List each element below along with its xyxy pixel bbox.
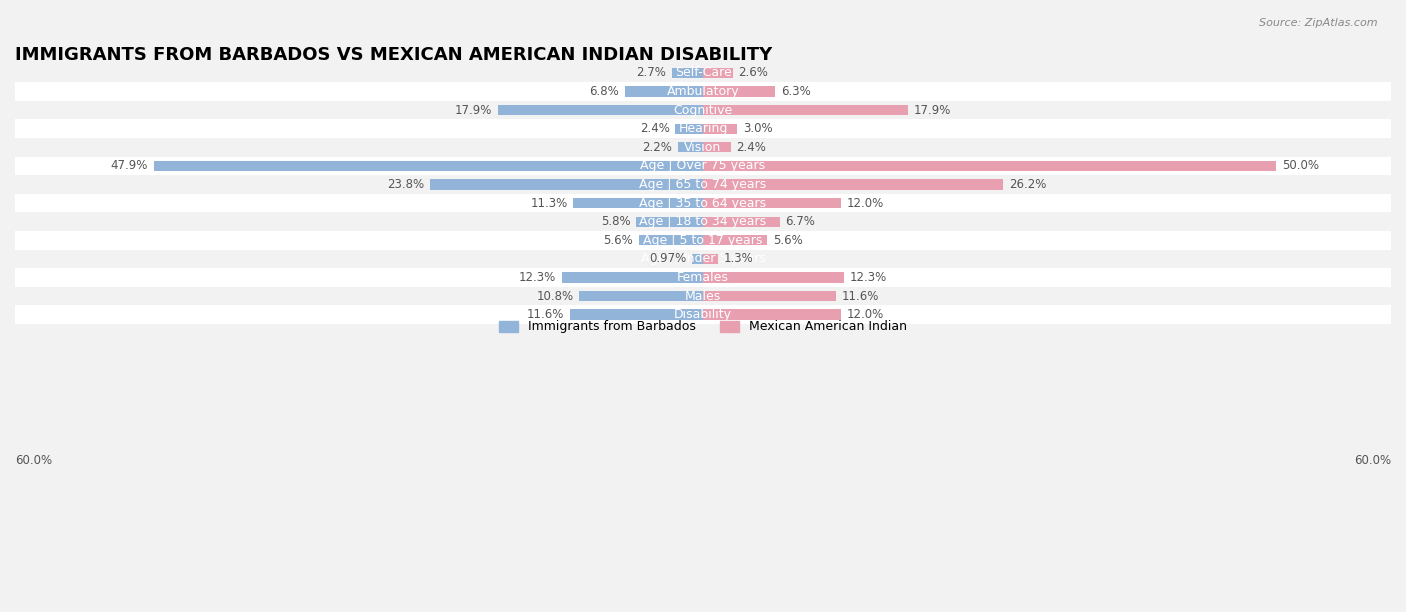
Bar: [703, 124, 737, 134]
Bar: [15, 250, 1391, 268]
Bar: [574, 198, 703, 208]
Text: 2.2%: 2.2%: [643, 141, 672, 154]
Bar: [703, 310, 841, 319]
Bar: [15, 64, 1391, 82]
Text: Age | 5 to 17 years: Age | 5 to 17 years: [644, 234, 762, 247]
Bar: [430, 179, 703, 190]
Bar: [579, 291, 703, 301]
Text: 12.3%: 12.3%: [849, 271, 887, 284]
Bar: [703, 272, 844, 283]
Text: Disability: Disability: [673, 308, 733, 321]
Text: 26.2%: 26.2%: [1010, 178, 1046, 191]
Bar: [638, 235, 703, 245]
Text: 50.0%: 50.0%: [1282, 159, 1319, 173]
Text: 12.3%: 12.3%: [519, 271, 557, 284]
Text: 17.9%: 17.9%: [454, 103, 492, 116]
Bar: [703, 142, 731, 152]
Text: 10.8%: 10.8%: [536, 289, 574, 302]
Text: 23.8%: 23.8%: [387, 178, 425, 191]
Text: Age | 18 to 34 years: Age | 18 to 34 years: [640, 215, 766, 228]
Bar: [703, 105, 908, 115]
Text: 11.6%: 11.6%: [842, 289, 879, 302]
Bar: [15, 286, 1391, 305]
Text: 11.3%: 11.3%: [530, 196, 568, 209]
Text: 0.97%: 0.97%: [650, 252, 686, 266]
Bar: [15, 175, 1391, 194]
Bar: [569, 310, 703, 319]
Text: 2.4%: 2.4%: [640, 122, 669, 135]
Text: 2.6%: 2.6%: [738, 66, 769, 80]
Bar: [703, 86, 775, 97]
Bar: [703, 235, 768, 245]
Bar: [15, 212, 1391, 231]
Bar: [15, 231, 1391, 250]
Bar: [703, 254, 718, 264]
Bar: [672, 68, 703, 78]
Text: 60.0%: 60.0%: [15, 454, 52, 467]
Bar: [153, 161, 703, 171]
Text: 1.3%: 1.3%: [724, 252, 754, 266]
Bar: [562, 272, 703, 283]
Text: 12.0%: 12.0%: [846, 196, 883, 209]
Text: 2.7%: 2.7%: [637, 66, 666, 80]
Bar: [15, 268, 1391, 286]
Text: Age | Under 5 years: Age | Under 5 years: [641, 252, 765, 266]
Text: 3.0%: 3.0%: [744, 122, 773, 135]
Bar: [703, 161, 1277, 171]
Bar: [703, 291, 837, 301]
Bar: [703, 68, 733, 78]
Bar: [498, 105, 703, 115]
Text: Hearing: Hearing: [678, 122, 728, 135]
Text: 5.6%: 5.6%: [603, 234, 633, 247]
Bar: [15, 82, 1391, 101]
Text: Age | 65 to 74 years: Age | 65 to 74 years: [640, 178, 766, 191]
Text: 11.6%: 11.6%: [527, 308, 564, 321]
Bar: [15, 305, 1391, 324]
Text: Males: Males: [685, 289, 721, 302]
Text: Females: Females: [678, 271, 728, 284]
Text: 6.8%: 6.8%: [589, 85, 619, 98]
Bar: [703, 198, 841, 208]
Bar: [637, 217, 703, 227]
Text: 17.9%: 17.9%: [914, 103, 952, 116]
Text: Source: ZipAtlas.com: Source: ZipAtlas.com: [1260, 18, 1378, 28]
Legend: Immigrants from Barbados, Mexican American Indian: Immigrants from Barbados, Mexican Americ…: [494, 315, 912, 338]
Bar: [692, 254, 703, 264]
Text: Age | Over 75 years: Age | Over 75 years: [641, 159, 765, 173]
Bar: [15, 119, 1391, 138]
Text: Self-Care: Self-Care: [675, 66, 731, 80]
Text: 5.8%: 5.8%: [602, 215, 631, 228]
Bar: [15, 157, 1391, 175]
Text: 2.4%: 2.4%: [737, 141, 766, 154]
Bar: [703, 217, 780, 227]
Text: 47.9%: 47.9%: [111, 159, 148, 173]
Bar: [703, 179, 1004, 190]
Bar: [15, 101, 1391, 119]
Text: Cognitive: Cognitive: [673, 103, 733, 116]
Text: 6.3%: 6.3%: [780, 85, 811, 98]
Bar: [626, 86, 703, 97]
Bar: [675, 124, 703, 134]
Text: Age | 35 to 64 years: Age | 35 to 64 years: [640, 196, 766, 209]
Text: Ambulatory: Ambulatory: [666, 85, 740, 98]
Text: Vision: Vision: [685, 141, 721, 154]
Bar: [678, 142, 703, 152]
Text: 5.6%: 5.6%: [773, 234, 803, 247]
Text: 6.7%: 6.7%: [786, 215, 815, 228]
Text: IMMIGRANTS FROM BARBADOS VS MEXICAN AMERICAN INDIAN DISABILITY: IMMIGRANTS FROM BARBADOS VS MEXICAN AMER…: [15, 46, 772, 64]
Bar: [15, 194, 1391, 212]
Text: 60.0%: 60.0%: [1354, 454, 1391, 467]
Text: 12.0%: 12.0%: [846, 308, 883, 321]
Bar: [15, 138, 1391, 157]
